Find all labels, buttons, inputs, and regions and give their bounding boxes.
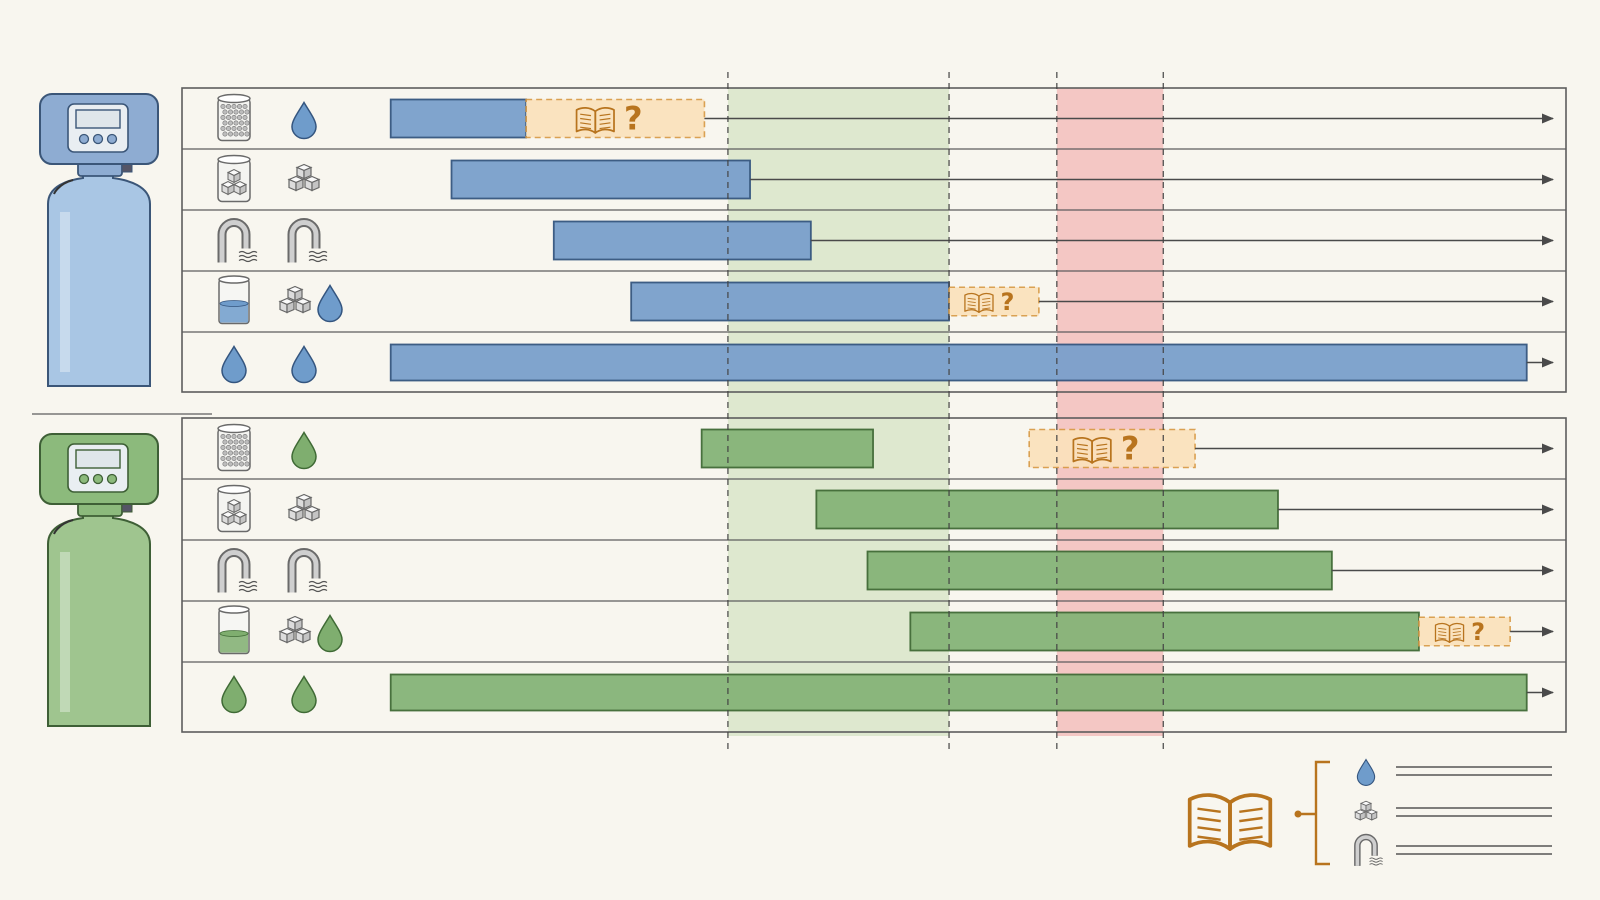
timeline-bar: [389, 98, 528, 139]
resin-container-icon: [217, 423, 251, 472]
note-callout: ?: [1418, 616, 1511, 647]
pipe-icon: [287, 548, 328, 593]
timeline-row: [182, 331, 1566, 384]
open-book-icon: [1434, 622, 1465, 643]
note-callout: ?: [1028, 428, 1196, 469]
blue-softener-tank-icon: [39, 93, 159, 387]
open-book-icon: [1072, 437, 1112, 464]
timeline-bar: [450, 159, 751, 200]
green-softener-panel: [181, 417, 1567, 733]
question-mark: ?: [1000, 288, 1014, 316]
water-drop-icon: [291, 345, 317, 384]
tank-body: [47, 503, 151, 727]
timeline-row: [182, 148, 1566, 203]
green-softener-tank-icon: [39, 433, 159, 727]
timeline-bar: [909, 611, 1420, 652]
blue-softener-panel: [181, 87, 1567, 393]
pipe-icon: [287, 218, 328, 263]
pipe-icon: [1354, 833, 1383, 866]
water-drop-icon: [221, 675, 247, 714]
salt-cubes-icon: [287, 163, 321, 192]
water-glass-icon: [218, 275, 250, 325]
note-callout: ?: [948, 286, 1040, 317]
pipe-icon: [217, 218, 258, 263]
display-screen: [75, 449, 121, 469]
timeline-bar: [552, 220, 812, 261]
question-mark: ?: [1121, 430, 1140, 468]
legend: [1187, 758, 1552, 866]
water-drop-icon: [291, 101, 317, 140]
open-book-icon: [964, 292, 994, 313]
timeline-bar: [389, 673, 1528, 712]
salt-cubes-icon: [278, 615, 312, 644]
question-mark: ?: [624, 100, 643, 138]
salt-cubes-icon: [278, 285, 312, 314]
resin-container-icon: [217, 93, 251, 142]
timeline-row: ?: [182, 270, 1566, 325]
water-drop-icon: [221, 345, 247, 384]
salt-container-icon: [217, 484, 251, 533]
timeline-row: ?: [182, 600, 1566, 655]
timeline-row: [182, 478, 1566, 533]
timeline-bar: [389, 343, 1528, 382]
water-drop-icon: [317, 614, 343, 653]
water-drop-icon: [1356, 758, 1376, 786]
water-drop-icon: [317, 284, 343, 323]
timeline-bar: [866, 550, 1333, 591]
timeline-bar: [630, 281, 950, 322]
timeline-row: [182, 539, 1566, 593]
water-glass-icon: [218, 605, 250, 655]
question-mark: ?: [1471, 618, 1485, 646]
salt-cubes-icon: [1354, 800, 1378, 821]
salt-cubes-icon: [287, 493, 321, 522]
timeline-bar: [700, 428, 874, 469]
timeline-bar: [815, 489, 1279, 530]
tank-body: [47, 163, 151, 387]
water-drop-icon: [291, 431, 317, 470]
display-screen: [75, 109, 121, 129]
open-book-icon: [1187, 793, 1273, 851]
salt-container-icon: [217, 154, 251, 203]
timeline-row: ?: [217, 93, 1554, 142]
legend-bracket: [1314, 760, 1330, 866]
timeline-row: [182, 661, 1566, 714]
note-callout: ?: [525, 98, 706, 139]
timeline-row: [182, 209, 1566, 263]
water-drop-icon: [291, 675, 317, 714]
pipe-icon: [217, 548, 258, 593]
open-book-icon: [575, 107, 615, 134]
